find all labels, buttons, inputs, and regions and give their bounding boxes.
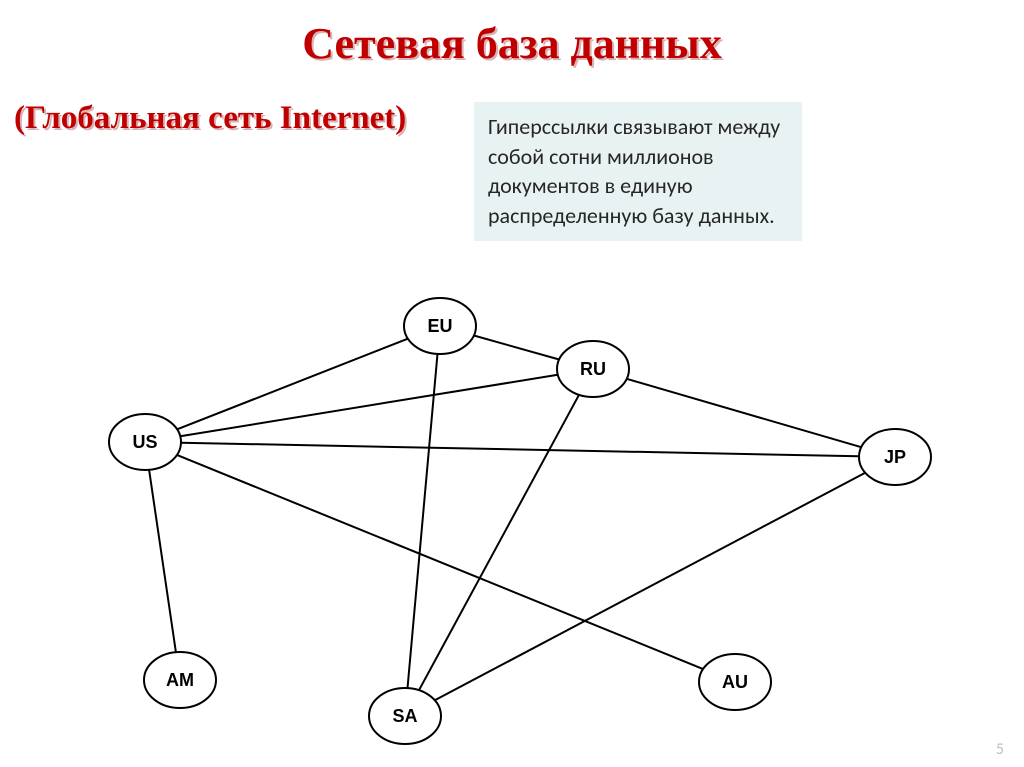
node-AM: AM	[144, 652, 216, 708]
node-label-EU: EU	[427, 316, 452, 336]
diagram-edges	[149, 336, 865, 701]
edge-US-JP	[181, 443, 859, 457]
node-JP: JP	[859, 429, 931, 485]
edge-US-AU	[177, 455, 703, 669]
edge-EU-RU	[474, 336, 559, 360]
page-title: Сетевая база данных	[0, 18, 1024, 69]
edge-RU-SA	[419, 395, 579, 690]
node-EU: EU	[404, 298, 476, 354]
edge-US-AM	[149, 470, 176, 652]
edge-US-EU	[177, 339, 408, 430]
node-US: US	[109, 414, 181, 470]
node-label-SA: SA	[392, 706, 417, 726]
edge-RU-JP	[627, 379, 862, 447]
node-label-RU: RU	[580, 359, 606, 379]
node-RU: RU	[557, 341, 629, 397]
page-number: 5	[996, 740, 1004, 759]
page-subtitle: (Глобальная сеть Internet)	[14, 100, 406, 137]
node-AU: AU	[699, 654, 771, 710]
node-label-AU: AU	[722, 672, 748, 692]
node-label-US: US	[132, 432, 157, 452]
node-label-JP: JP	[884, 447, 906, 467]
node-label-AM: AM	[166, 670, 194, 690]
network-diagram: EU RU US JP AM SA AU	[60, 280, 1000, 750]
info-box: Гиперссылки связывают между собой сотни …	[474, 102, 802, 241]
edge-EU-SA	[408, 354, 438, 688]
diagram-nodes: EU RU US JP AM SA AU	[109, 298, 931, 744]
node-SA: SA	[369, 688, 441, 744]
